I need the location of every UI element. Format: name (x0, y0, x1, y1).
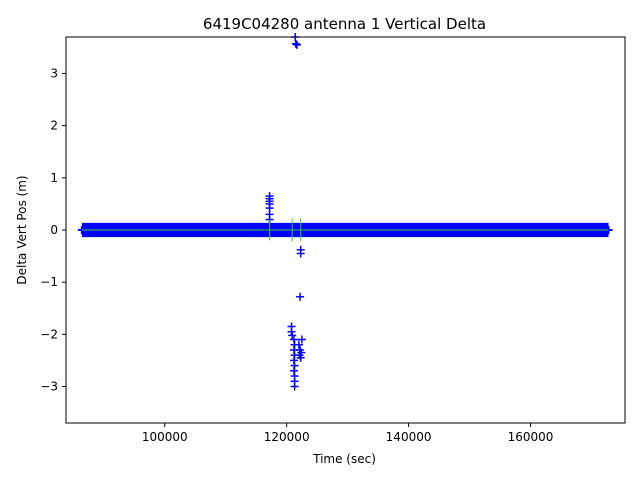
data-point (296, 292, 305, 301)
y-axis-ticks: −3 −2 −1 0 1 2 3 (40, 67, 66, 393)
y-tick-label: 1 (50, 171, 58, 185)
data-point (294, 340, 303, 349)
data-point (293, 40, 302, 49)
x-tick-label: 120000 (264, 430, 310, 444)
data-point (296, 249, 305, 258)
data-point (296, 353, 305, 362)
x-tick-label: 140000 (386, 430, 432, 444)
plot-area (77, 33, 613, 391)
y-tick-label: −1 (40, 275, 58, 289)
x-axis-ticks: 100000 120000 140000 160000 (142, 423, 554, 444)
x-tick-label: 100000 (142, 430, 188, 444)
x-axis-title: Time (sec) (312, 452, 376, 466)
data-point (291, 39, 300, 48)
y-axis-title: Delta Vert Pos (m) (15, 175, 29, 284)
y-tick-label: 3 (50, 67, 58, 81)
plot-frame (65, 36, 626, 424)
y-tick-label: −2 (40, 327, 58, 341)
data-point (288, 331, 297, 340)
y-tick-label: 0 (50, 223, 58, 237)
y-tick-label: 2 (50, 119, 58, 133)
x-tick-label: 160000 (508, 430, 554, 444)
data-point (290, 382, 299, 391)
y-tick-label: −3 (40, 379, 58, 393)
chart-title: 6419C04280 antenna 1 Vertical Delta (203, 15, 486, 33)
data-point (297, 335, 306, 344)
